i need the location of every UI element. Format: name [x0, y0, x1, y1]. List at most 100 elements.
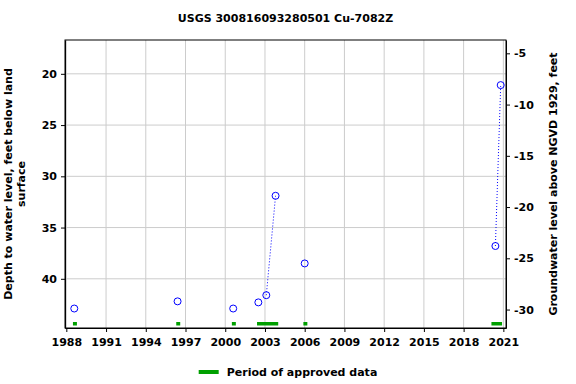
y2-axis-label: Groundwater level above NGVD 1929, feet	[547, 52, 560, 315]
tick-mark	[424, 328, 425, 332]
tick-mark	[506, 156, 510, 157]
x-axis: 1988199119941997200020032006200920122015…	[52, 328, 520, 349]
tick-mark	[61, 176, 65, 177]
approved-period	[73, 322, 77, 326]
y2-axis: -5 -10 -15 -20 -25 -30	[506, 41, 534, 329]
legend-label: Period of approved data	[227, 366, 378, 379]
grid-line	[66, 40, 67, 328]
tick-label: 1997	[171, 336, 202, 349]
axis-line	[65, 41, 66, 329]
tick: 1988	[52, 328, 83, 349]
grid-line	[423, 40, 424, 328]
approved-period	[232, 322, 236, 326]
tick-label: 2018	[449, 336, 480, 349]
tick: 2000	[210, 328, 241, 349]
grid-line	[65, 176, 506, 177]
series-line	[266, 85, 500, 295]
tick-label: 2021	[489, 336, 520, 349]
tick-mark	[146, 328, 147, 332]
tick: 2015	[409, 328, 440, 349]
tick-label: 40	[42, 273, 58, 286]
tick-mark	[61, 279, 65, 280]
tick: 30	[42, 170, 65, 183]
chart: 1988199119941997200020032006200920122015…	[0, 0, 576, 384]
tick-label: -25	[514, 252, 534, 265]
data-point	[492, 243, 499, 250]
tick-mark	[225, 328, 226, 332]
tick-label: -30	[514, 304, 534, 317]
legend-swatch	[199, 370, 219, 374]
plot-marks	[71, 82, 504, 326]
tick-mark	[506, 258, 510, 259]
tick: -25	[506, 252, 534, 265]
tick-mark	[186, 328, 187, 332]
tick-label: -5	[514, 47, 526, 60]
tick-mark	[61, 228, 65, 229]
tick: 2021	[489, 328, 520, 349]
grid-line	[304, 40, 305, 328]
tick: 1991	[91, 328, 122, 349]
tick: -5	[506, 47, 526, 60]
tick: -20	[506, 201, 534, 214]
grid-line	[65, 73, 506, 74]
tick-label: -15	[514, 150, 534, 163]
tick: -30	[506, 304, 534, 317]
tick-label: 20	[42, 68, 58, 81]
y-axis-label-line: surface	[15, 161, 28, 207]
y-axis-label: Depth to water level, feet below landsur…	[2, 68, 28, 300]
tick: 2009	[330, 328, 361, 349]
tick-label: 1988	[52, 336, 83, 349]
grid-line	[65, 227, 506, 228]
tick: 35	[42, 222, 65, 235]
data-point	[174, 298, 181, 305]
tick-mark	[61, 125, 65, 126]
tick-label: 1991	[91, 336, 122, 349]
tick: 2018	[449, 328, 480, 349]
data-point	[301, 260, 308, 267]
legend: Period of approved data	[199, 366, 378, 379]
grid-line	[145, 40, 146, 328]
grid-line	[463, 40, 464, 328]
grid-line	[264, 40, 265, 328]
tick-label: 2015	[409, 336, 440, 349]
tick: 2006	[290, 328, 321, 349]
tick-label: 2000	[210, 336, 241, 349]
tick-mark	[506, 53, 510, 54]
tick-mark	[384, 328, 385, 332]
tick-label: -10	[514, 99, 534, 112]
grid-line	[106, 40, 107, 328]
tick-label: -20	[514, 201, 534, 214]
title: USGS 300816093280501 Cu-7082Z	[178, 12, 393, 25]
tick-mark	[464, 328, 465, 332]
data-point	[255, 299, 262, 306]
tick-mark	[305, 328, 306, 332]
grid-line	[344, 40, 345, 328]
tick-mark	[506, 207, 510, 208]
tick-mark	[61, 74, 65, 75]
tick: 1997	[171, 328, 202, 349]
data-point	[497, 82, 504, 89]
tick-label: 1994	[131, 336, 162, 349]
tick-label: 35	[42, 222, 57, 235]
axis-line	[66, 328, 507, 329]
tick: 40	[42, 273, 65, 286]
grid-line	[65, 278, 506, 279]
approved-period	[257, 322, 278, 326]
tick-label: 2003	[250, 336, 281, 349]
approved-period	[491, 322, 502, 326]
axis-line	[506, 41, 507, 329]
grid	[65, 40, 506, 328]
tick: 25	[42, 119, 65, 132]
tick-mark	[106, 328, 107, 332]
tick-mark	[506, 105, 510, 106]
tick: -15	[506, 150, 534, 163]
y-axis: 20 25 30 35 40	[42, 41, 66, 329]
tick-mark	[265, 328, 266, 332]
approved-period	[303, 322, 307, 326]
grid-line	[185, 40, 186, 328]
data-point	[230, 305, 237, 312]
tick-mark	[506, 310, 510, 311]
tick-label: 2006	[290, 336, 321, 349]
approved-period	[176, 322, 180, 326]
tick: 1994	[131, 328, 162, 349]
